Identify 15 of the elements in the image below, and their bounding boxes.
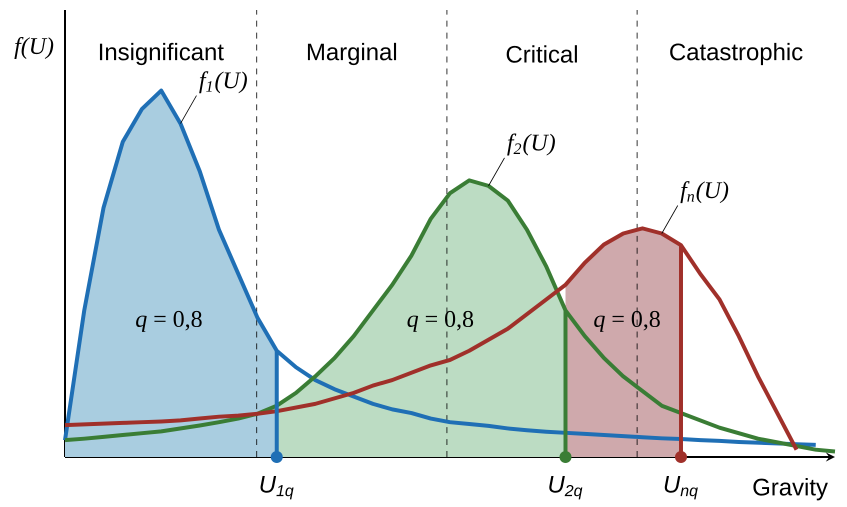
- series-label: f$_{1}$(U): [199, 71, 247, 94]
- text: Marginal: [308, 42, 396, 66]
- text: Critical: [506, 45, 577, 63]
- annotation: q = 0,8: [408, 310, 474, 332]
- text: U$_{nq}$: [664, 476, 698, 500]
- text: U$_{1q}$: [260, 476, 294, 500]
- annotation: q = 0,8: [594, 310, 660, 332]
- series-label: f$_{2}$(U): [507, 134, 555, 156]
- text: Insignificant: [100, 42, 224, 66]
- text: U$_{2q}$: [549, 476, 582, 500]
- annotation: q = 0,8: [136, 310, 202, 332]
- y-axis-title: f(U): [14, 37, 54, 59]
- text: Catastrophic: [670, 42, 803, 66]
- x-axis-title: Gravity: [753, 478, 828, 500]
- series-label: f$_{n}$(U): [680, 181, 728, 204]
